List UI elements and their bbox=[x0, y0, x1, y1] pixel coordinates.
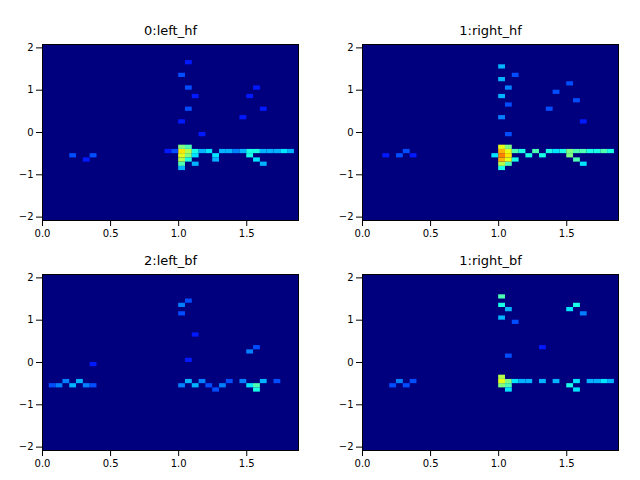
svg-text:2: 2 bbox=[347, 42, 353, 53]
svg-text:2:left_bf: 2:left_bf bbox=[144, 253, 197, 268]
svg-text:1: 1 bbox=[347, 84, 353, 95]
svg-text:1: 1 bbox=[347, 314, 353, 325]
svg-text:0.5: 0.5 bbox=[103, 458, 119, 469]
svg-text:1:right_hf: 1:right_hf bbox=[459, 23, 522, 38]
svg-text:1.0: 1.0 bbox=[491, 228, 507, 239]
svg-text:1.5: 1.5 bbox=[559, 228, 575, 239]
svg-text:1: 1 bbox=[27, 84, 33, 95]
svg-text:−2: −2 bbox=[19, 441, 34, 452]
svg-text:0: 0 bbox=[347, 357, 353, 368]
svg-text:−2: −2 bbox=[19, 211, 34, 222]
svg-text:0:left_hf: 0:left_hf bbox=[144, 23, 197, 38]
svg-text:1.0: 1.0 bbox=[171, 458, 187, 469]
svg-text:1.5: 1.5 bbox=[239, 228, 255, 239]
svg-text:0.0: 0.0 bbox=[35, 228, 51, 239]
svg-text:−2: −2 bbox=[339, 441, 354, 452]
svg-text:1.0: 1.0 bbox=[171, 228, 187, 239]
svg-text:0.0: 0.0 bbox=[355, 458, 371, 469]
svg-text:1:right_bf: 1:right_bf bbox=[459, 253, 522, 268]
svg-text:1.5: 1.5 bbox=[559, 458, 575, 469]
svg-text:−1: −1 bbox=[19, 399, 34, 410]
svg-text:0.5: 0.5 bbox=[103, 228, 119, 239]
svg-text:2: 2 bbox=[347, 272, 353, 283]
svg-text:−1: −1 bbox=[339, 169, 354, 180]
svg-text:0: 0 bbox=[347, 127, 353, 138]
svg-text:2: 2 bbox=[27, 42, 33, 53]
svg-text:0.0: 0.0 bbox=[35, 458, 51, 469]
svg-text:−1: −1 bbox=[339, 399, 354, 410]
svg-text:1.0: 1.0 bbox=[491, 458, 507, 469]
svg-text:−2: −2 bbox=[339, 211, 354, 222]
svg-text:0.5: 0.5 bbox=[423, 228, 439, 239]
svg-text:0.0: 0.0 bbox=[355, 228, 371, 239]
svg-text:0.5: 0.5 bbox=[423, 458, 439, 469]
svg-text:1: 1 bbox=[27, 314, 33, 325]
svg-text:0: 0 bbox=[27, 127, 33, 138]
svg-text:−1: −1 bbox=[19, 169, 34, 180]
svg-text:0: 0 bbox=[27, 357, 33, 368]
svg-text:2: 2 bbox=[27, 272, 33, 283]
svg-text:1.5: 1.5 bbox=[239, 458, 255, 469]
